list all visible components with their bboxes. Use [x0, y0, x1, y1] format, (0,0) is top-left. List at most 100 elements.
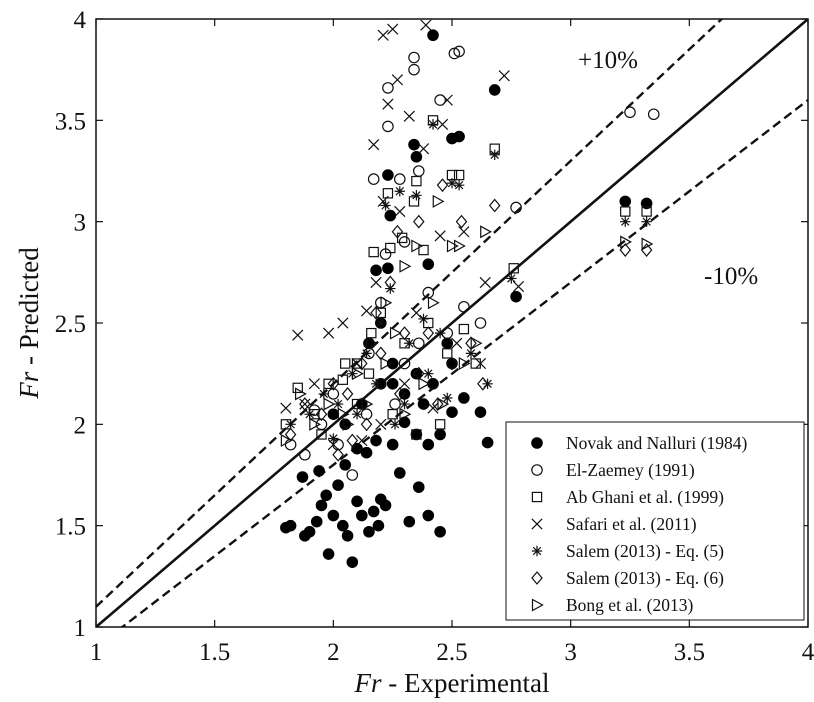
- data-point: [479, 276, 491, 289]
- data-point: [360, 417, 373, 432]
- y-tick-label: 1: [74, 615, 87, 642]
- y-tick-label: 4: [74, 7, 87, 34]
- data-point: [647, 108, 660, 121]
- data-point: [370, 276, 382, 289]
- data-point: [366, 336, 379, 350]
- data-point: [368, 246, 379, 258]
- data-point: [620, 216, 631, 227]
- data-point: [422, 258, 435, 271]
- data-point: [442, 392, 453, 404]
- data-point: [398, 357, 411, 370]
- data-point: [422, 509, 435, 522]
- data-point: [422, 326, 435, 341]
- data-point: [408, 196, 420, 207]
- data-point: [465, 348, 477, 359]
- data-point: [446, 239, 459, 253]
- data-point: [404, 338, 415, 349]
- data-point: [512, 280, 525, 293]
- legend-label: Bong et al. (2013): [566, 595, 694, 615]
- data-point: [640, 243, 653, 257]
- data-point: [299, 448, 311, 461]
- data-point: [367, 173, 380, 185]
- data-point: [403, 110, 415, 122]
- data-point: [470, 336, 483, 350]
- data-point: [399, 407, 412, 421]
- data-point: [284, 519, 297, 532]
- data-point: [411, 175, 422, 187]
- data-point: [453, 169, 465, 181]
- x-tick-label: 2: [327, 639, 340, 666]
- data-point: [296, 471, 309, 483]
- data-point: [384, 209, 397, 222]
- data-point: [377, 29, 389, 41]
- data-point: [454, 239, 466, 253]
- x-axis-title: Fr - Experimental: [354, 668, 550, 698]
- legend-label: Salem (2013) - Eq. (5): [566, 541, 724, 561]
- data-point: [417, 398, 430, 410]
- data-point: [370, 264, 382, 277]
- data-point: [455, 214, 468, 229]
- data-point: [411, 190, 422, 201]
- data-point: [322, 548, 335, 560]
- legend-marker: [531, 545, 543, 557]
- data-point: [384, 275, 397, 290]
- data-point: [640, 197, 653, 210]
- data-point: [432, 194, 445, 208]
- data-point: [624, 106, 636, 119]
- data-point: [422, 438, 435, 451]
- data-point: [410, 151, 423, 163]
- data-point: [370, 378, 382, 389]
- data-point: [453, 45, 465, 58]
- data-point: [437, 397, 450, 411]
- data-point: [356, 356, 368, 371]
- y-tick-label: 3.5: [55, 108, 86, 135]
- legend-label: Novak and Nalluri (1984): [566, 433, 747, 453]
- data-points: [280, 19, 660, 568]
- data-point: [434, 525, 446, 538]
- data-point: [280, 402, 292, 414]
- data-point: [474, 357, 487, 370]
- data-point: [360, 305, 373, 317]
- data-point: [327, 438, 339, 451]
- data-point: [370, 434, 382, 447]
- band-label-upper: +10%: [578, 47, 638, 74]
- data-point: [387, 23, 399, 35]
- data-point: [434, 428, 446, 441]
- data-point: [389, 326, 402, 340]
- data-point: [382, 262, 394, 275]
- legend-label: Ab Ghani et al. (1999): [566, 487, 724, 507]
- data-point: [346, 556, 359, 568]
- data-point: [284, 438, 297, 451]
- data-point: [363, 368, 375, 379]
- data-point: [322, 327, 335, 339]
- data-point: [327, 376, 340, 391]
- data-point: [361, 348, 372, 359]
- data-point: [458, 357, 471, 371]
- data-point: [366, 327, 377, 339]
- data-point: [427, 29, 439, 42]
- data-point: [427, 402, 439, 414]
- data-point: [379, 499, 392, 512]
- data-point: [382, 98, 394, 110]
- data-point: [323, 378, 334, 390]
- data-point: [411, 429, 422, 440]
- y-tick-label: 3: [74, 210, 87, 237]
- data-point: [332, 479, 344, 491]
- data-point: [470, 358, 481, 369]
- data-point: [389, 419, 401, 430]
- data-point: [474, 406, 487, 418]
- data-point: [337, 519, 349, 532]
- data-point: [427, 119, 439, 130]
- data-point: [304, 409, 315, 420]
- data-point: [341, 530, 354, 542]
- data-point: [382, 82, 394, 94]
- data-point: [451, 337, 463, 349]
- data-point: [394, 205, 406, 218]
- data-point: [285, 419, 296, 430]
- data-point: [510, 201, 522, 214]
- data-point: [446, 177, 458, 189]
- data-point: [339, 459, 352, 471]
- data-point: [367, 505, 380, 518]
- legend-marker: [531, 571, 543, 585]
